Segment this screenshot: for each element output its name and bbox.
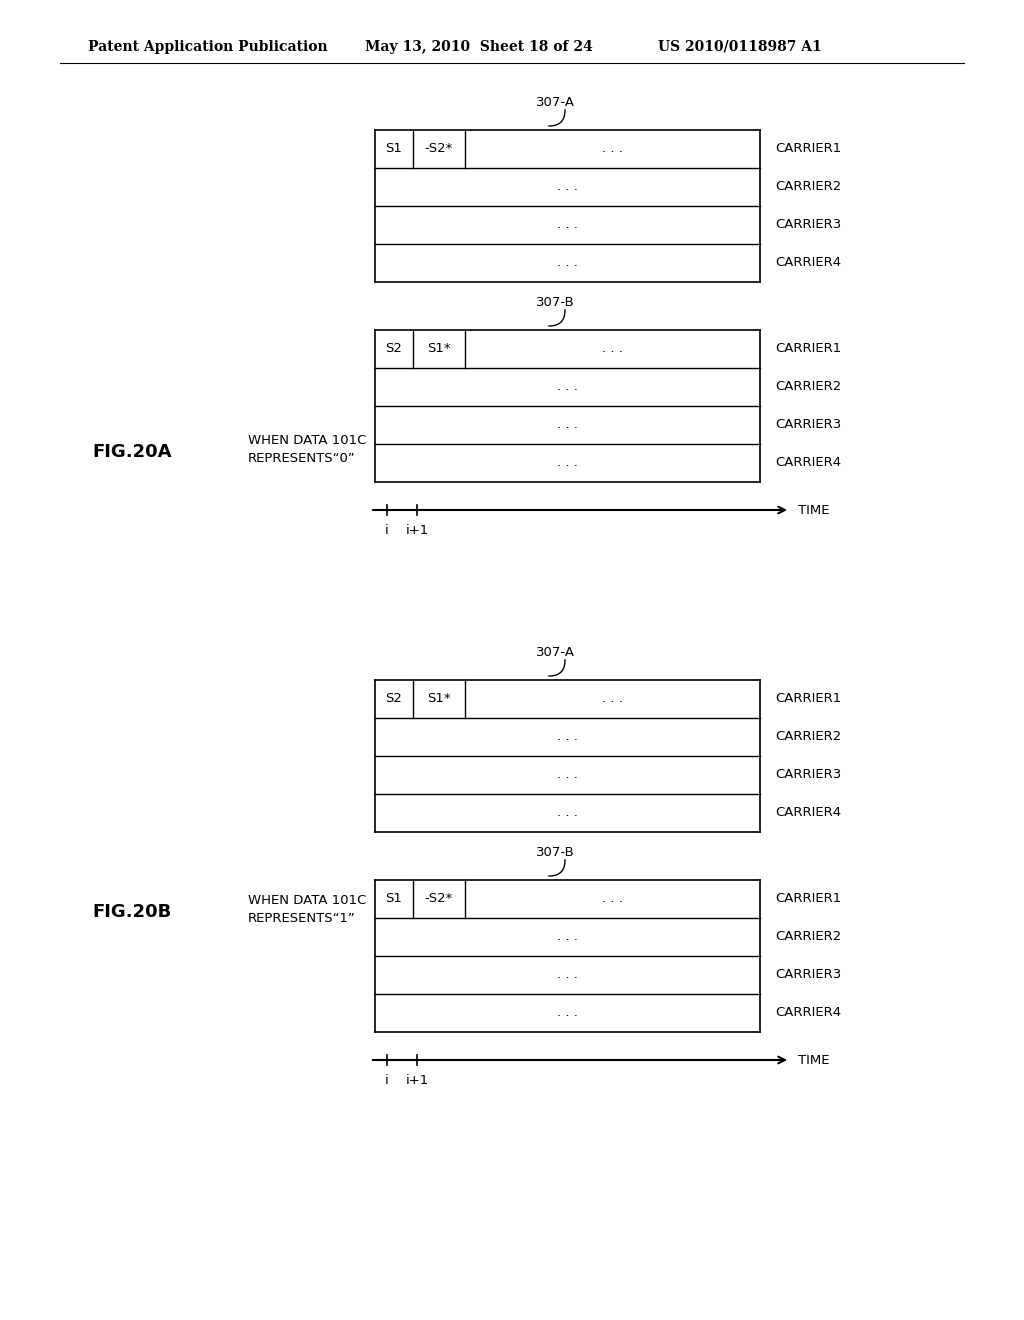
Text: . . .: . . . xyxy=(557,1006,578,1019)
Text: 307-B: 307-B xyxy=(536,296,574,309)
Text: . . .: . . . xyxy=(557,969,578,982)
Text: . . .: . . . xyxy=(557,418,578,432)
Text: S1: S1 xyxy=(386,892,402,906)
Text: FIG.20A: FIG.20A xyxy=(92,444,171,461)
Text: -S2*: -S2* xyxy=(425,143,454,156)
Text: CARRIER1: CARRIER1 xyxy=(775,693,842,705)
Text: CARRIER2: CARRIER2 xyxy=(775,380,842,393)
Text: S1*: S1* xyxy=(427,693,451,705)
Text: 307-A: 307-A xyxy=(536,645,574,659)
Text: S2: S2 xyxy=(386,342,402,355)
Text: S1*: S1* xyxy=(427,342,451,355)
Text: CARRIER1: CARRIER1 xyxy=(775,892,842,906)
Text: TIME: TIME xyxy=(798,1053,829,1067)
Text: REPRESENTS“0”: REPRESENTS“0” xyxy=(248,451,355,465)
Text: TIME: TIME xyxy=(798,503,829,516)
Text: CARRIER2: CARRIER2 xyxy=(775,730,842,743)
Text: . . .: . . . xyxy=(602,143,623,156)
Text: . . .: . . . xyxy=(602,693,623,705)
Text: CARRIER2: CARRIER2 xyxy=(775,931,842,944)
Text: 307-B: 307-B xyxy=(536,846,574,858)
Text: i: i xyxy=(385,524,389,537)
Text: CARRIER3: CARRIER3 xyxy=(775,969,842,982)
Text: CARRIER3: CARRIER3 xyxy=(775,768,842,781)
Text: i+1: i+1 xyxy=(406,1074,429,1086)
Text: i+1: i+1 xyxy=(406,524,429,537)
Text: . . .: . . . xyxy=(557,730,578,743)
Text: . . .: . . . xyxy=(557,807,578,820)
Text: CARRIER3: CARRIER3 xyxy=(775,219,842,231)
Text: CARRIER4: CARRIER4 xyxy=(775,457,841,470)
Text: -S2*: -S2* xyxy=(425,892,454,906)
Text: S2: S2 xyxy=(386,693,402,705)
Text: US 2010/0118987 A1: US 2010/0118987 A1 xyxy=(658,40,821,54)
Text: CARRIER4: CARRIER4 xyxy=(775,807,841,820)
Text: WHEN DATA 101C: WHEN DATA 101C xyxy=(248,894,367,907)
Text: . . .: . . . xyxy=(602,342,623,355)
Text: . . .: . . . xyxy=(602,892,623,906)
Text: S1: S1 xyxy=(386,143,402,156)
Text: . . .: . . . xyxy=(557,931,578,944)
Text: . . .: . . . xyxy=(557,457,578,470)
Text: CARRIER4: CARRIER4 xyxy=(775,256,841,269)
Text: . . .: . . . xyxy=(557,768,578,781)
Text: May 13, 2010  Sheet 18 of 24: May 13, 2010 Sheet 18 of 24 xyxy=(365,40,593,54)
Text: CARRIER3: CARRIER3 xyxy=(775,418,842,432)
Text: CARRIER1: CARRIER1 xyxy=(775,143,842,156)
Text: . . .: . . . xyxy=(557,219,578,231)
Text: i: i xyxy=(385,1074,389,1086)
Text: 307-A: 307-A xyxy=(536,95,574,108)
Text: . . .: . . . xyxy=(557,181,578,194)
Text: CARRIER2: CARRIER2 xyxy=(775,181,842,194)
Text: CARRIER4: CARRIER4 xyxy=(775,1006,841,1019)
Text: CARRIER1: CARRIER1 xyxy=(775,342,842,355)
Text: . . .: . . . xyxy=(557,380,578,393)
Text: REPRESENTS“1”: REPRESENTS“1” xyxy=(248,912,356,924)
Text: Patent Application Publication: Patent Application Publication xyxy=(88,40,328,54)
Text: WHEN DATA 101C: WHEN DATA 101C xyxy=(248,433,367,446)
Text: . . .: . . . xyxy=(557,256,578,269)
Text: FIG.20B: FIG.20B xyxy=(92,903,171,921)
